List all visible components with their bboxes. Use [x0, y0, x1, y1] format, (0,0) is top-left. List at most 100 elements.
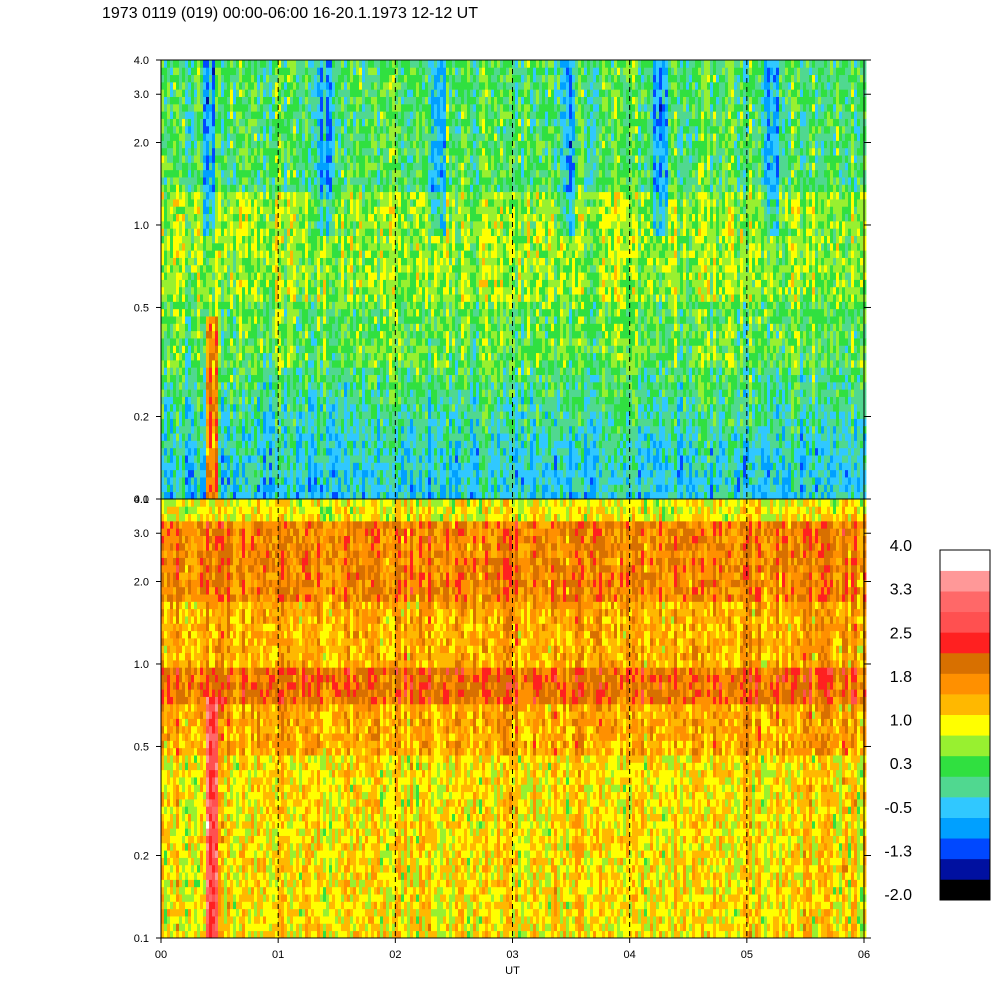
spectrogram-cell [404, 419, 407, 427]
spectrogram-cell [362, 426, 365, 434]
spectrogram-cell [257, 170, 260, 178]
spectrogram-cell [323, 426, 326, 434]
spectrogram-cell [269, 397, 272, 405]
spectrogram-cell [203, 448, 206, 456]
spectrogram-cell [362, 411, 365, 419]
spectrogram-cell [227, 177, 230, 185]
spectrogram-cell [314, 97, 317, 105]
spectrogram-cell [299, 258, 302, 266]
spectrogram-cell [209, 338, 212, 346]
spectrogram-cell [206, 162, 209, 170]
spectrogram-cell [335, 389, 338, 397]
spectrogram-cell [194, 155, 197, 163]
spectrogram-cell [203, 389, 206, 397]
spectrogram-cell [293, 258, 296, 266]
spectrogram-cell [197, 367, 200, 375]
spectrogram-cell [365, 484, 368, 492]
spectrogram-cell [281, 75, 284, 83]
spectrogram-cell [326, 338, 329, 346]
spectrogram-cell [290, 323, 293, 331]
spectrogram-cell [344, 250, 347, 258]
spectrogram-cell [290, 82, 293, 90]
spectrogram-cell [380, 411, 383, 419]
spectrogram-cell [197, 426, 200, 434]
spectrogram-cell [242, 367, 245, 375]
spectrogram-cell [329, 206, 332, 214]
spectrogram-cell [260, 345, 263, 353]
spectrogram-cell [347, 89, 350, 97]
spectrogram-cell [188, 148, 191, 156]
spectrogram-cell [284, 265, 287, 273]
spectrogram-cell [227, 367, 230, 375]
spectrogram-cell [269, 331, 272, 339]
spectrogram-cell [239, 250, 242, 258]
spectrogram-cell [329, 192, 332, 200]
spectrogram-cell [233, 448, 236, 456]
spectrogram-cell [284, 294, 287, 302]
spectrogram-cell [242, 258, 245, 266]
spectrogram-cell [269, 206, 272, 214]
spectrogram-cell [224, 97, 227, 105]
spectrogram-cell [191, 316, 194, 324]
spectrogram-cell [185, 411, 188, 419]
spectrogram-cell [248, 309, 251, 317]
spectrogram-cell [287, 148, 290, 156]
spectrogram-cell [257, 426, 260, 434]
spectrogram-cell [164, 411, 167, 419]
spectrogram-cell [281, 433, 284, 441]
spectrogram-cell [269, 184, 272, 192]
spectrogram-cell [329, 323, 332, 331]
spectrogram-cell [341, 104, 344, 112]
spectrogram-cell [179, 397, 182, 405]
spectrogram-cell [344, 97, 347, 105]
spectrogram-cell [245, 228, 248, 236]
spectrogram-cell [173, 484, 176, 492]
spectrogram-cell [188, 67, 191, 75]
spectrogram-cell [335, 404, 338, 412]
spectrogram-cell [200, 492, 203, 500]
spectrogram-cell [194, 294, 197, 302]
spectrogram-cell [197, 60, 200, 68]
spectrogram-cell [164, 148, 167, 156]
spectrogram-cell [248, 411, 251, 419]
spectrogram-cell [386, 170, 389, 178]
spectrogram-cell [233, 440, 236, 448]
spectrogram-cell [383, 265, 386, 273]
spectrogram-cell [197, 111, 200, 119]
spectrogram-cell [236, 148, 239, 156]
spectrogram-cell [287, 280, 290, 288]
spectrogram-cell [302, 309, 305, 317]
spectrogram-cell [311, 470, 314, 478]
spectrogram-cell [188, 484, 191, 492]
spectrogram-cell [260, 433, 263, 441]
spectrogram-cell [347, 433, 350, 441]
spectrogram-cell [362, 338, 365, 346]
spectrogram-cell [401, 455, 404, 463]
spectrogram-cell [344, 448, 347, 456]
spectrogram-cell [335, 287, 338, 295]
spectrogram-cell [182, 75, 185, 83]
spectrogram-cell [248, 214, 251, 222]
spectrogram-cell [299, 338, 302, 346]
spectrogram-cell [317, 301, 320, 309]
spectrogram-cell [347, 477, 350, 485]
spectrogram-cell [374, 323, 377, 331]
spectrogram-cell [332, 250, 335, 258]
spectrogram-cell [251, 484, 254, 492]
spectrogram-cell [173, 360, 176, 368]
spectrogram-cell [161, 243, 164, 251]
spectrogram-cell [215, 111, 218, 119]
spectrogram-cell [227, 162, 230, 170]
spectrogram-cell [185, 404, 188, 412]
spectrogram-cell [368, 375, 371, 383]
spectrogram-cell [323, 155, 326, 163]
spectrogram-cell [242, 67, 245, 75]
spectrogram-cell [380, 133, 383, 141]
spectrogram-cell [164, 470, 167, 478]
spectrogram-cell [287, 250, 290, 258]
spectrogram-cell [248, 404, 251, 412]
spectrogram-cell [194, 243, 197, 251]
spectrogram-cell [320, 133, 323, 141]
spectrogram-cell [377, 455, 380, 463]
spectrogram-cell [236, 360, 239, 368]
